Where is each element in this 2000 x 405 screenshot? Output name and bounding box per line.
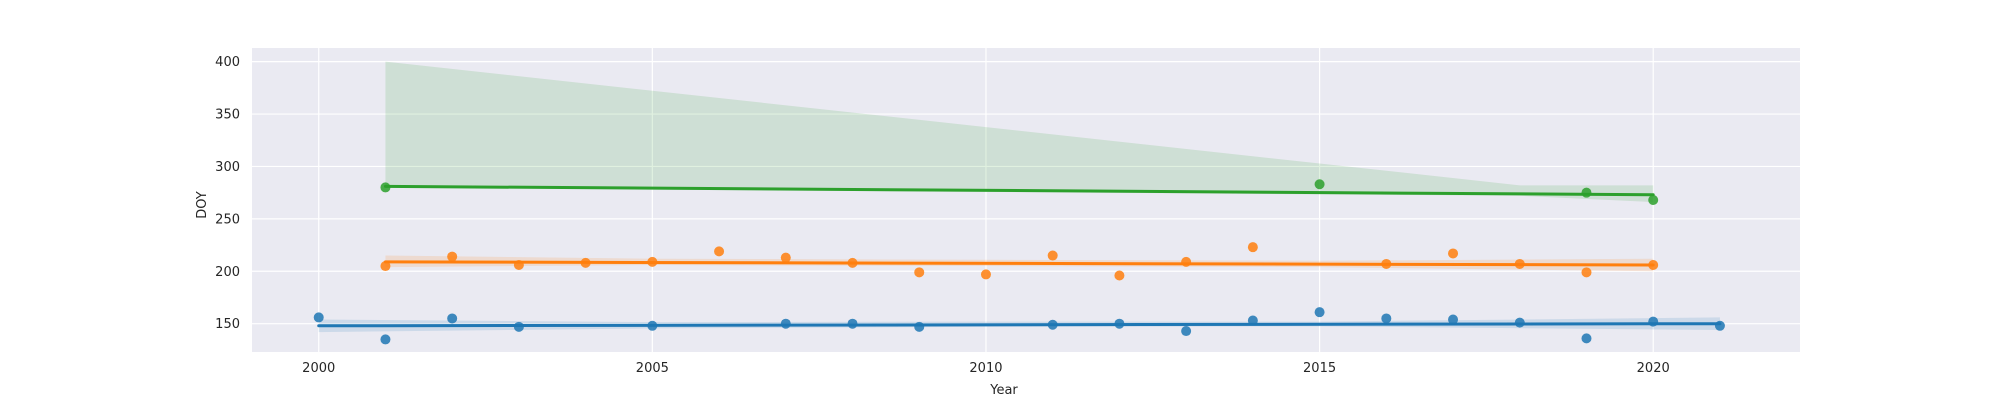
x-tick-label: 2000 (302, 361, 335, 376)
data-point-series-2 (1114, 270, 1125, 281)
data-point-series-2 (1514, 258, 1525, 269)
trend-line-3 (383, 184, 1655, 197)
plot-area (252, 48, 1800, 352)
grid-lines (252, 48, 1800, 352)
data-point-series-1 (1381, 313, 1392, 324)
data-point-series-1 (1247, 315, 1258, 326)
data-point-series-1 (1514, 317, 1525, 328)
data-point-series-1 (1648, 316, 1659, 327)
data-point-series-3 (380, 182, 391, 193)
data-point-series-2 (580, 257, 591, 268)
data-point-series-2 (780, 252, 791, 263)
data-point-series-2 (1047, 250, 1058, 261)
x-tick-label: 2005 (636, 361, 669, 376)
data-point-series-2 (1581, 267, 1592, 278)
data-point-series-2 (980, 269, 991, 280)
data-point-series-1 (1114, 318, 1125, 329)
tick-labels: 2000 2005 2010 2015 2020 150 200 250 300 350 400 (215, 55, 1670, 376)
data-point-series-2 (1648, 259, 1659, 270)
data-point-series-1 (447, 313, 458, 324)
data-point-series-2 (1181, 256, 1192, 267)
data-point-series-2 (647, 256, 658, 267)
data-point-series-1 (1314, 307, 1325, 318)
data-point-series-1 (380, 334, 391, 345)
y-tick-label: 300 (215, 160, 240, 175)
data-point-series-1 (1581, 333, 1592, 344)
data-point-series-1 (313, 312, 324, 323)
y-tick-label: 250 (215, 212, 240, 227)
data-point-series-3 (1314, 179, 1325, 190)
data-point-series-1 (914, 321, 925, 332)
data-point-series-2 (1247, 242, 1258, 253)
x-tick-label: 2020 (1637, 361, 1670, 376)
y-tick-label: 150 (215, 317, 240, 332)
data-point-series-2 (847, 257, 858, 268)
data-point-series-2 (447, 251, 458, 262)
trend-line-1 (317, 322, 1722, 328)
data-point-series-1 (1448, 314, 1459, 325)
x-axis-label: Year (989, 383, 1018, 398)
confidence-band-3 (385, 61, 1654, 203)
data-point-series-2 (714, 246, 725, 257)
data-point-series-3 (1648, 195, 1659, 205)
data-point-series-2 (1448, 248, 1459, 259)
data-point-series-2 (513, 259, 524, 270)
data-point-series-2 (914, 267, 925, 278)
data-point-series-1 (1714, 320, 1725, 331)
data-point-series-3 (1581, 187, 1592, 198)
data-point-series-1 (847, 318, 858, 329)
y-tick-label: 200 (215, 265, 240, 280)
y-tick-label: 350 (215, 108, 240, 123)
trend-line-2 (383, 260, 1655, 267)
data-point-series-1 (513, 321, 524, 332)
data-point-series-1 (780, 318, 791, 329)
data-points (313, 179, 1725, 345)
data-point-series-2 (380, 261, 391, 272)
data-point-series-2 (1381, 258, 1392, 269)
y-axis-label: DOY (195, 191, 210, 219)
trend-lines (317, 184, 1722, 328)
y-tick-label: 400 (215, 55, 240, 70)
data-point-series-1 (1181, 326, 1192, 337)
x-tick-label: 2010 (969, 361, 1002, 376)
data-point-series-1 (1047, 319, 1058, 330)
data-point-series-1 (647, 320, 658, 331)
x-tick-label: 2015 (1303, 361, 1336, 376)
